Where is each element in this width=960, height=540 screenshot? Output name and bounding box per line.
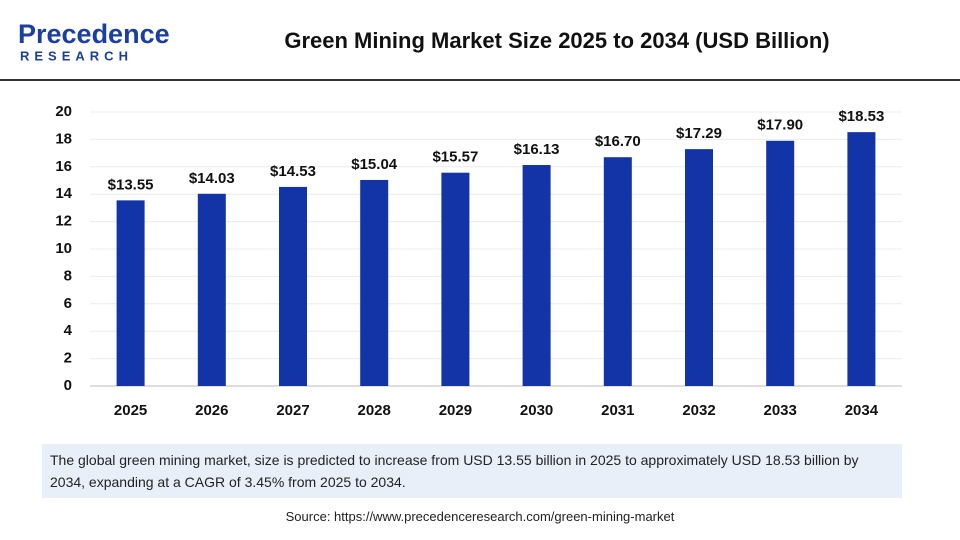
bar — [847, 132, 876, 386]
y-tick-label: 8 — [64, 267, 72, 284]
value-label: $13.55 — [108, 176, 154, 193]
x-tick-label: 2028 — [358, 402, 391, 419]
value-label: $16.70 — [595, 133, 641, 150]
x-tick-label: 2034 — [845, 402, 879, 419]
note: The global green mining market, size is … — [42, 444, 902, 498]
y-tick-label: 12 — [55, 213, 72, 230]
x-tick-label: 2026 — [195, 402, 228, 419]
bar — [603, 157, 632, 386]
bar — [279, 186, 307, 386]
value-label: $17.29 — [676, 125, 722, 142]
y-tick-label: 0 — [64, 377, 72, 394]
x-tick-label: 2029 — [439, 402, 472, 419]
value-label: $16.13 — [514, 141, 560, 158]
value-label: $15.04 — [351, 156, 398, 173]
x-tick-label: 2030 — [520, 402, 553, 419]
chart-title: Green Mining Market Size 2025 to 2034 (U… — [284, 28, 829, 53]
bar — [522, 165, 551, 386]
logo-tagline: RESEARCH — [20, 48, 133, 63]
y-tick-label: 4 — [64, 322, 73, 339]
y-tick-label: 14 — [55, 185, 72, 202]
value-label: $15.57 — [432, 149, 478, 166]
value-label: $14.53 — [270, 163, 316, 180]
value-label: $14.03 — [189, 170, 235, 187]
chart: Precedence RESEARCH Green Mining Market … — [0, 19, 960, 419]
bar — [197, 193, 226, 386]
x-tick-label: 2031 — [601, 402, 634, 419]
x-tick-label: 2025 — [114, 402, 147, 419]
bar — [766, 140, 795, 386]
bar — [360, 179, 389, 386]
bar — [441, 172, 470, 386]
y-tick-label: 10 — [55, 240, 72, 257]
logo-name: Precedence — [18, 19, 170, 49]
x-tick-label: 2033 — [764, 402, 797, 419]
y-tick-label: 20 — [55, 103, 72, 120]
bar — [685, 149, 713, 386]
bar — [116, 200, 145, 386]
x-tick-label: 2027 — [276, 402, 309, 419]
y-tick-label: 16 — [55, 158, 72, 175]
value-label: $18.53 — [838, 108, 884, 125]
x-tick-label: 2032 — [682, 402, 715, 419]
value-label: $17.90 — [757, 117, 803, 134]
source: Source: https://www.precedenceresearch.c… — [285, 509, 675, 524]
y-tick-label: 6 — [64, 295, 72, 312]
y-tick-label: 2 — [64, 350, 72, 367]
y-tick-label: 18 — [55, 130, 72, 147]
